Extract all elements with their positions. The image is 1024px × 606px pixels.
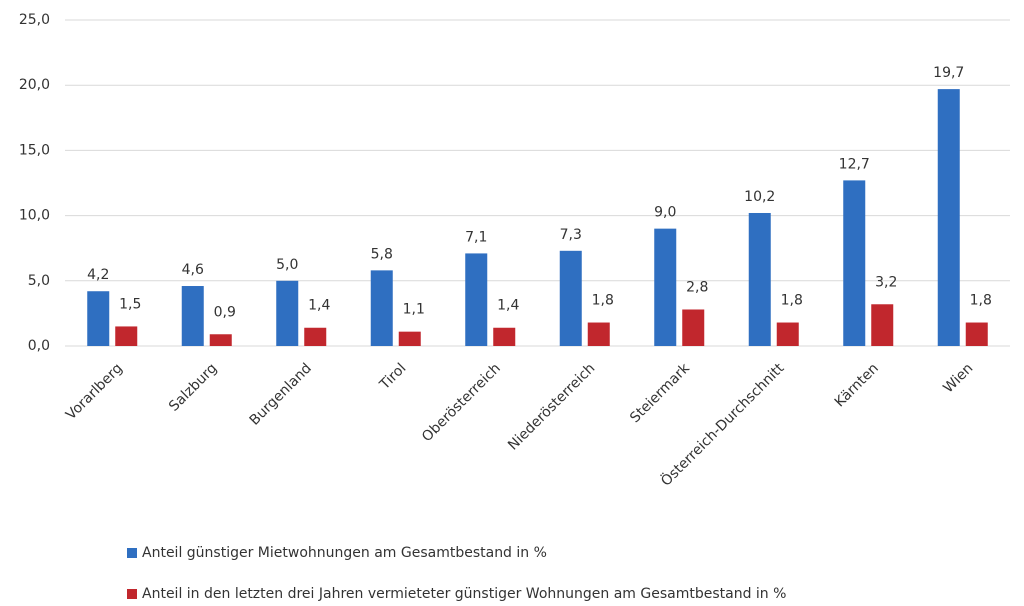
bar bbox=[965, 322, 988, 346]
data-label: 9,0 bbox=[654, 205, 676, 221]
x-tick-label: Steiermark bbox=[627, 360, 693, 426]
data-label: 10,2 bbox=[744, 189, 775, 205]
bar bbox=[937, 89, 960, 346]
x-tick-label: Oberösterreich bbox=[419, 360, 504, 445]
x-tick-label: Niederösterreich bbox=[505, 360, 598, 453]
y-tick-label: 25,0 bbox=[19, 12, 50, 28]
legend-swatch bbox=[127, 548, 137, 558]
data-label: 1,1 bbox=[403, 302, 425, 318]
data-label: 0,9 bbox=[214, 304, 236, 320]
y-tick-label: 5,0 bbox=[28, 273, 50, 289]
y-tick-label: 10,0 bbox=[19, 208, 50, 224]
bar bbox=[304, 327, 327, 346]
y-tick-label: 20,0 bbox=[19, 77, 50, 93]
data-label: 1,4 bbox=[308, 298, 330, 314]
bar bbox=[559, 250, 582, 346]
data-label: 1,4 bbox=[497, 298, 519, 314]
bar bbox=[398, 331, 421, 346]
x-tick-label: Wien bbox=[940, 360, 976, 396]
x-tick-label: Salzburg bbox=[166, 360, 220, 414]
bar bbox=[587, 322, 610, 346]
data-label: 4,2 bbox=[87, 267, 109, 283]
data-label: 2,8 bbox=[686, 279, 708, 295]
legend-label: Anteil günstiger Mietwohnungen am Gesamt… bbox=[142, 545, 547, 561]
bar bbox=[682, 309, 705, 346]
data-label: 1,8 bbox=[970, 293, 992, 309]
bar bbox=[87, 291, 110, 346]
legend-swatch bbox=[127, 589, 137, 599]
legend-label: Anteil in den letzten drei Jahren vermie… bbox=[142, 586, 786, 602]
data-label: 1,8 bbox=[592, 293, 614, 309]
data-label: 19,7 bbox=[933, 65, 964, 81]
x-tick-label: Tirol bbox=[376, 360, 409, 393]
bar bbox=[654, 228, 677, 346]
bar bbox=[843, 180, 866, 346]
bar bbox=[493, 327, 516, 346]
data-label: 5,8 bbox=[371, 246, 393, 262]
bar bbox=[209, 334, 232, 346]
x-tick-label: Vorarlberg bbox=[63, 360, 126, 423]
y-tick-label: 0,0 bbox=[28, 338, 50, 354]
data-label: 5,0 bbox=[276, 257, 298, 273]
bar bbox=[115, 326, 138, 346]
data-label: 7,1 bbox=[465, 229, 487, 245]
data-label: 1,5 bbox=[119, 296, 141, 312]
bar bbox=[465, 253, 488, 346]
data-label: 1,8 bbox=[781, 293, 803, 309]
data-label: 4,6 bbox=[182, 262, 204, 278]
bar bbox=[276, 280, 299, 346]
data-label: 12,7 bbox=[839, 156, 870, 172]
bar bbox=[748, 212, 771, 346]
y-tick-label: 15,0 bbox=[19, 142, 50, 158]
data-label: 7,3 bbox=[560, 227, 582, 243]
bar bbox=[776, 322, 799, 346]
bar bbox=[370, 270, 393, 346]
data-label: 3,2 bbox=[875, 274, 897, 290]
bar bbox=[181, 286, 204, 346]
bar bbox=[871, 304, 894, 346]
x-tick-label: Kärnten bbox=[832, 360, 882, 410]
x-tick-label: Burgenland bbox=[247, 360, 315, 428]
